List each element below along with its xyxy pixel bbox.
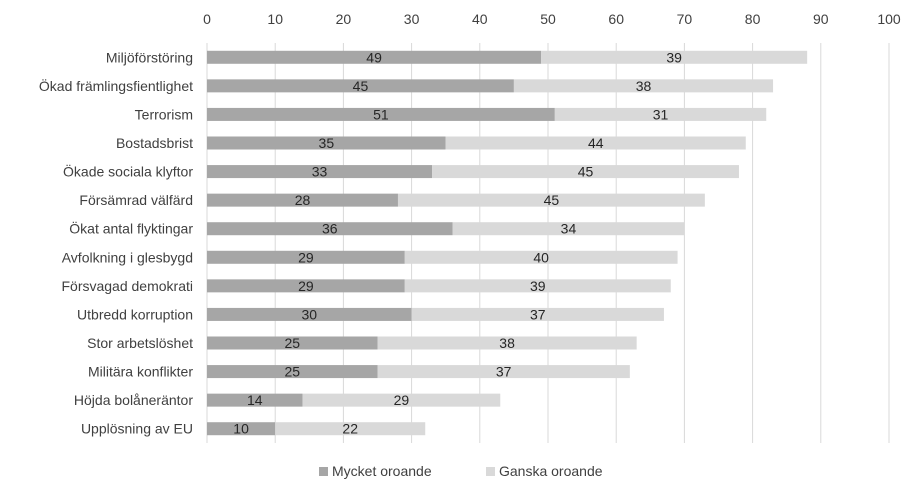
data-label: 34 (561, 221, 577, 237)
category-label: Ökat antal flyktingar (69, 220, 193, 237)
bar-segment (207, 336, 378, 350)
category-label: Ökad främlingsfientlighet (39, 77, 193, 94)
bar-segment (513, 79, 774, 93)
legend-label: Mycket oroande (332, 463, 432, 479)
bar-segment (207, 250, 405, 264)
bar-segment (411, 307, 664, 321)
data-label: 37 (496, 364, 512, 380)
data-label: 45 (544, 192, 560, 208)
data-label: 33 (312, 164, 328, 180)
bar-segment (207, 107, 555, 121)
bar-segment (207, 136, 446, 150)
data-label: 35 (319, 135, 335, 151)
bar-segment (207, 365, 378, 379)
bar-segment (452, 222, 685, 236)
legend-swatch (486, 467, 495, 476)
data-label: 38 (499, 335, 515, 351)
data-label: 37 (530, 306, 546, 322)
x-tick-label: 100 (877, 11, 901, 27)
bar-segment (302, 393, 501, 407)
category-labels: Miljöförstöring Ökad främlingsfientlighet… (39, 49, 193, 436)
x-tick-label: 70 (677, 11, 693, 27)
x-tick-label: 90 (813, 11, 829, 27)
data-label: 28 (295, 192, 311, 208)
bar-segment (377, 365, 630, 379)
category-label: Försvagad demokrati (61, 278, 193, 294)
x-tick-label: 30 (404, 11, 420, 27)
bar-segment (207, 193, 398, 207)
bar-segment (207, 165, 433, 179)
category-label: Höjda bolåneräntor (74, 392, 193, 408)
category-label: Upplösning av EU (81, 421, 193, 437)
category-label: Utbredd korruption (77, 306, 193, 322)
bar-segment (207, 279, 405, 293)
data-label: 25 (284, 335, 300, 351)
bar-segment (404, 279, 671, 293)
x-tick-label: 20 (336, 11, 352, 27)
bar-segment (207, 222, 453, 236)
data-label: 39 (666, 49, 682, 65)
bar-segment (207, 50, 542, 64)
bar-segment (377, 336, 637, 350)
data-label: 40 (533, 249, 549, 265)
data-label: 31 (653, 106, 669, 122)
data-label: 14 (247, 392, 263, 408)
data-label: 10 (233, 421, 249, 437)
category-label: Militära konflikter (88, 364, 193, 380)
bar-segment (207, 393, 303, 407)
x-axis-ticks: 0 10 20 30 40 50 60 70 80 90 100 (203, 11, 901, 27)
data-labels: 49 39 45 38 51 31 35 44 33 45 28 45 36 34 29 40 29 39 30 37… (233, 49, 682, 436)
x-tick-label: 40 (472, 11, 488, 27)
x-tick-label: 50 (540, 11, 556, 27)
data-label: 22 (342, 421, 358, 437)
category-label: Bostadsbrist (116, 135, 193, 151)
data-label: 38 (636, 78, 652, 94)
category-label: Stor arbetslöshet (87, 335, 193, 351)
bar-segment (432, 165, 739, 179)
bar-segment (207, 307, 412, 321)
x-tick-label: 60 (608, 11, 624, 27)
bar-segment (404, 250, 678, 264)
category-label: Försämrad välfärd (79, 192, 193, 208)
data-label: 29 (394, 392, 410, 408)
data-label: 29 (298, 249, 314, 265)
data-label: 44 (588, 135, 604, 151)
bar-segment (541, 50, 808, 64)
data-label: 29 (298, 278, 314, 294)
x-tick-label: 10 (267, 11, 283, 27)
legend-swatch (319, 467, 328, 476)
category-label: Miljöförstöring (106, 49, 193, 65)
legend-label: Ganska oroande (499, 463, 603, 479)
x-tick-label: 0 (203, 11, 211, 27)
data-label: 51 (373, 106, 389, 122)
category-label: Terrorism (135, 106, 193, 122)
data-label: 45 (578, 164, 594, 180)
bar-segment (554, 107, 767, 121)
data-label: 49 (366, 49, 382, 65)
bar-segment (275, 422, 426, 436)
category-label: Ökade sociala klyftor (63, 163, 193, 180)
data-label: 30 (302, 306, 318, 322)
bars (207, 50, 808, 436)
bar-segment (207, 422, 276, 436)
x-tick-label: 80 (745, 11, 761, 27)
data-label: 39 (530, 278, 546, 294)
bar-segment (397, 193, 705, 207)
gridlines (206, 43, 890, 443)
bar-segment (207, 79, 514, 93)
data-label: 45 (353, 78, 369, 94)
data-label: 25 (284, 364, 300, 380)
bar-segment (445, 136, 746, 150)
data-label: 36 (322, 221, 338, 237)
category-label: Avfolkning i glesbygd (62, 249, 193, 265)
legend: Mycket oroande Ganska oroande (319, 463, 603, 479)
